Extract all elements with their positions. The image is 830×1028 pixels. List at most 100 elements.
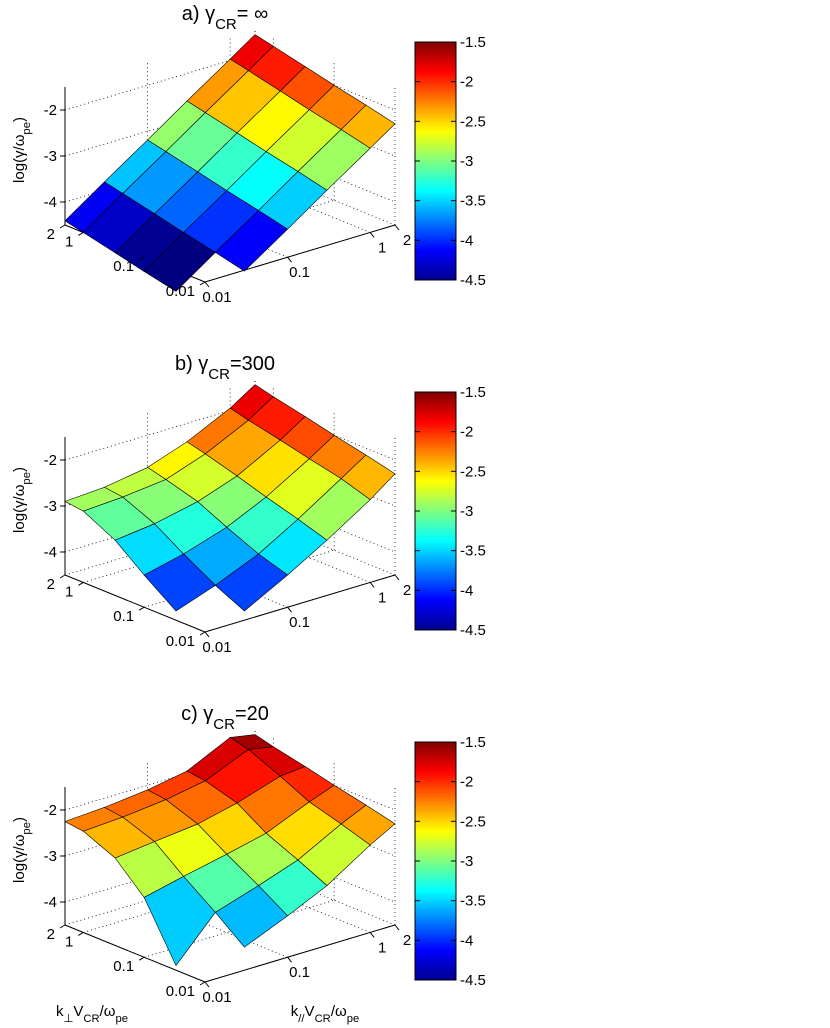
z-tick-label: -2 — [44, 452, 57, 469]
x-tick — [394, 924, 400, 931]
y-axis-label-part: ⊥ — [64, 1013, 74, 1025]
colorbar-tick-label: -3.5 — [460, 193, 486, 210]
x-tick — [369, 932, 375, 938]
y-axis-label-part: /ω — [100, 1003, 116, 1020]
y-tick-label: 2 — [47, 576, 55, 593]
y-tick-label: 1 — [65, 933, 73, 950]
x-axis-label-part: V — [305, 1003, 315, 1020]
chart-title: b) γCR=300 — [175, 353, 275, 383]
y-tick-label: 1 — [65, 583, 73, 600]
colorbar — [414, 391, 457, 631]
chart-title-part: CR — [215, 16, 237, 33]
x-axis-label: k//VCR/ωpe — [291, 1003, 359, 1025]
z-tick-label: -3 — [44, 148, 57, 165]
x-tick-label: 0.1 — [289, 614, 310, 631]
chart-title-part: a) γ — [182, 3, 215, 25]
colorbar — [414, 741, 457, 981]
y-tick — [78, 932, 84, 936]
x-tick — [394, 574, 400, 581]
x-axis-label-part: /ω — [331, 1003, 347, 1020]
x-tick-label: 0.01 — [202, 989, 231, 1006]
y-tick — [199, 281, 206, 286]
x-tick — [204, 281, 210, 288]
y-axis-label-part: pe — [115, 1013, 128, 1025]
z-tick-label: -4 — [44, 544, 57, 561]
chart-title: a) γCR= ∞ — [182, 3, 269, 33]
y-axis-label-part: CR — [83, 1013, 99, 1025]
x-axis-label-part: // — [298, 1013, 305, 1025]
z-tick-label: -4 — [44, 894, 57, 911]
x-tick — [287, 956, 292, 963]
y-tick — [59, 224, 66, 229]
panel: 0.010.11 22 10.10.01-4-3-2a) γCR= ∞log(γ/ω… — [11, 3, 486, 306]
colorbar-tick-label: -4.5 — [460, 272, 486, 289]
y-axis-line — [64, 924, 206, 983]
surface-cell — [143, 553, 216, 612]
y-tick — [199, 631, 206, 636]
surface-cell — [214, 885, 289, 948]
surface-cell — [143, 876, 216, 967]
x-tick — [369, 232, 375, 238]
y-tick-label: 0.1 — [113, 958, 134, 975]
x-tick-label: 1 — [378, 239, 386, 256]
colorbar-tick-label: -1.5 — [460, 384, 486, 401]
x-axis-label-part: CR — [315, 1013, 331, 1025]
y-tick — [59, 574, 66, 579]
chart-title-part: =300 — [230, 353, 275, 375]
y-axis-line — [64, 574, 206, 633]
x-axis-line — [204, 224, 396, 283]
colorbar-tick-label: -2 — [460, 774, 473, 791]
surface-cell — [143, 232, 216, 292]
z-tick-label: -3 — [44, 848, 57, 865]
z-axis-label-part: pe — [21, 472, 33, 485]
x-axis-line — [204, 924, 396, 983]
y-tick-label: 0.01 — [166, 633, 195, 650]
x-tick-label: 1 — [378, 939, 386, 956]
x-tick — [204, 631, 210, 638]
x-tick-label: 0.1 — [289, 264, 310, 281]
y-tick-label: 2 — [47, 926, 55, 943]
y-tick — [138, 956, 145, 961]
y-axis-label-part: k — [56, 1003, 64, 1020]
colorbar-tick-label: -2 — [460, 74, 473, 91]
y-tick-label: 0.1 — [113, 258, 134, 275]
y-tick — [78, 582, 84, 586]
x-tick — [204, 981, 210, 988]
colorbar-tick-label: -3 — [460, 153, 473, 170]
colorbar-tick-label: -4.5 — [460, 972, 486, 989]
chart-title-part: c) γ — [181, 703, 213, 725]
chart-title-part: b) γ — [175, 353, 208, 375]
colorbar-tick-label: -4.5 — [460, 622, 486, 639]
z-axis-label: log(γ/ωpe) — [11, 117, 33, 183]
y-tick-label: 2 — [47, 226, 55, 243]
colorbar-tick-label: -4 — [460, 582, 473, 599]
chart-title: c) γCR=20 — [181, 703, 269, 733]
y-tick-label: 1 — [65, 233, 73, 250]
colorbar-tick-label: -4 — [460, 232, 473, 249]
panel: 0.010.11 22 10.10.01-4-3-2b) γCR=300log(γ/… — [11, 353, 486, 656]
colorbar-tick-label: -3.5 — [460, 543, 486, 560]
colorbar-tick-label: -3 — [460, 503, 473, 520]
y-tick — [199, 981, 206, 986]
colorbar-tick-label: -1.5 — [460, 34, 486, 51]
colorbar-tick-label: -3.5 — [460, 893, 486, 910]
z-axis-label-part: pe — [21, 122, 33, 135]
y-tick — [78, 232, 84, 236]
x-tick-label: 2 — [403, 232, 411, 249]
z-tick-label: -2 — [44, 102, 57, 119]
y-tick-label: 0.01 — [166, 283, 195, 300]
y-tick-label: 0.01 — [166, 983, 195, 1000]
y-tick — [138, 606, 145, 611]
z-tick-label: -4 — [44, 194, 57, 211]
chart-title-part: CR — [213, 716, 235, 733]
x-tick-label: 0.01 — [202, 289, 231, 306]
y-tick-label: 0.1 — [113, 608, 134, 625]
colorbar-tick-label: -1.5 — [460, 734, 486, 751]
chart-title-part: = ∞ — [237, 3, 269, 25]
colorbar-tick-label: -3 — [460, 853, 473, 870]
z-tick-label: -2 — [44, 802, 57, 819]
x-tick — [287, 606, 292, 613]
x-axis-line — [204, 574, 396, 633]
panel: 0.010.11 22 10.10.01-4-3-2c) γCR=20log(γ/ω… — [11, 703, 486, 1025]
